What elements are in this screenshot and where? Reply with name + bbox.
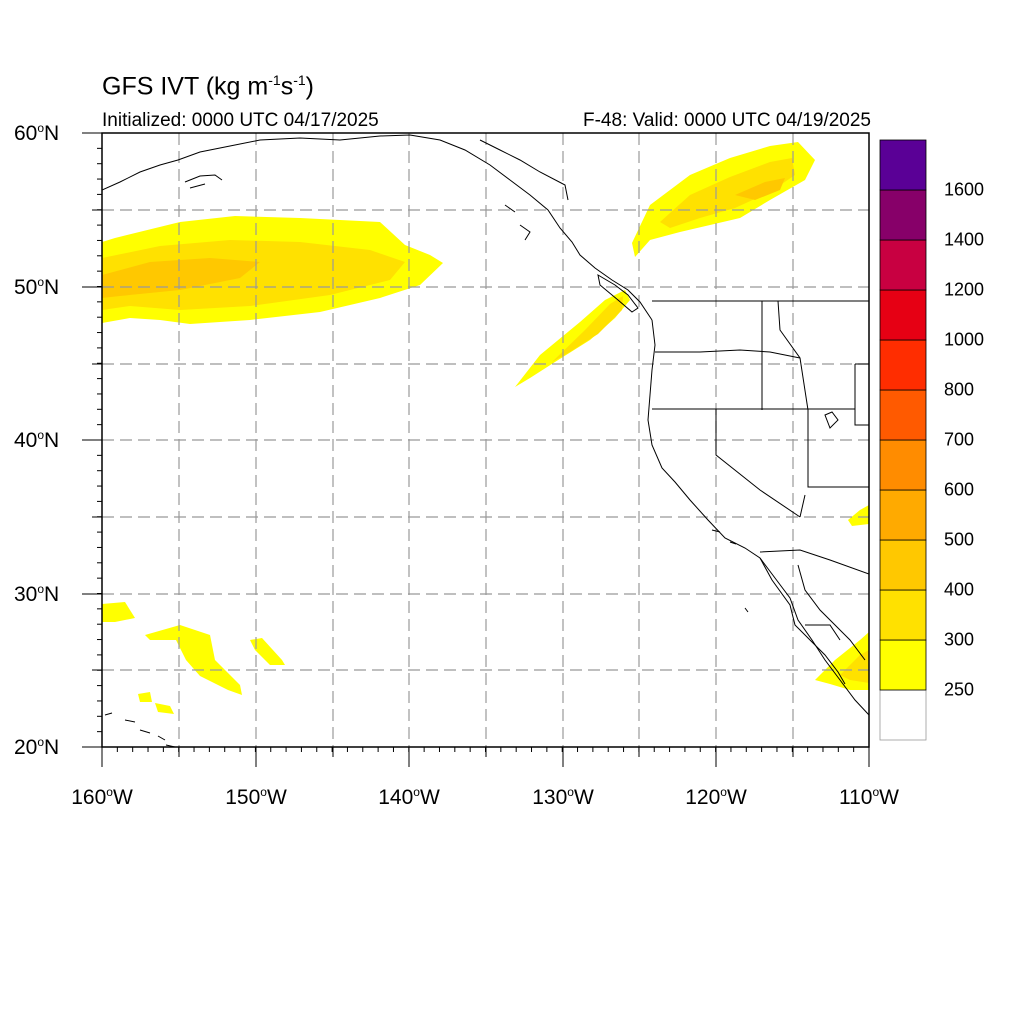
valid-time: F-48: Valid: 0000 UTC 04/19/2025: [583, 110, 871, 131]
colorbar-swatch-1: [879, 639, 927, 691]
plume-british-columbia-inner: [735, 178, 785, 200]
patch-subtropical-1: [102, 602, 135, 622]
colorbar-swatch-9: [879, 239, 927, 291]
colorbar-swatch-11: [879, 139, 927, 191]
montana-wyoming: [854, 363, 869, 426]
lon-label-160w: 160oW: [71, 785, 133, 809]
colorbar-label: 800: [944, 379, 975, 400]
plume-central-pacific-core: [102, 240, 405, 310]
washington-oregon: [655, 349, 801, 359]
alaska-bc-border: [479, 139, 569, 201]
colorbar-swatch-4: [879, 489, 927, 541]
us-west-coast: [647, 319, 869, 716]
plume-british-columbia-core: [660, 158, 795, 228]
patch-arizona: [848, 505, 869, 526]
lat-label-40: 40oN: [14, 428, 60, 452]
colorbar-label: 300: [944, 629, 975, 650]
colorbar-label: 1200: [944, 279, 985, 300]
plume-pacific-nw-core: [552, 296, 623, 362]
ivt-shading: [102, 142, 869, 714]
alaska-islands: [184, 174, 531, 241]
lon-label-130w: 130oW: [532, 785, 594, 809]
lon-label-120w: 120oW: [685, 785, 747, 809]
minor-ticks: [97, 132, 870, 752]
lon-label-110w: 110oW: [839, 785, 899, 809]
colorbar-label: 250: [944, 679, 975, 700]
colorbar-label: 1400: [944, 229, 985, 250]
lon-label-150w: 150oW: [225, 785, 287, 809]
vancouver-island: [597, 274, 639, 313]
colorbar-swatch-2: [879, 589, 927, 641]
colorbar-label: 500: [944, 529, 975, 550]
california-nevada: [715, 409, 801, 518]
colorbar-swatch-0: [879, 689, 927, 741]
colorbar-label: 400: [944, 579, 975, 600]
baja-california: [759, 557, 866, 685]
lat-label-50: 50oN: [14, 275, 60, 299]
plume-central-pacific-inner: [102, 258, 260, 298]
coastlines: [102, 134, 869, 747]
colorbar-swatch-6: [879, 389, 927, 441]
colorbar-swatch-10: [879, 189, 927, 241]
channel-islands: [711, 529, 749, 613]
political-borders: [479, 139, 869, 641]
alaska-coast: [102, 134, 653, 321]
lat-label-30: 30oN: [14, 582, 60, 606]
idaho-border: [761, 300, 809, 411]
colorbar: [879, 139, 927, 741]
great-salt-lake: [824, 411, 839, 429]
initialized-time: Initialized: 0000 UTC 04/17/2025: [102, 110, 379, 131]
lon-label-140w: 140oW: [378, 785, 440, 809]
lat-label-20: 20oN: [14, 735, 60, 759]
patch-subtropical-2: [145, 625, 242, 695]
lat-label-60: 60oN: [14, 121, 60, 145]
mexico-states: [805, 624, 841, 641]
patch-subtropical-3: [250, 638, 285, 665]
colorbar-swatch-3: [879, 539, 927, 591]
us-mexico-border: [759, 549, 869, 575]
colorbar-label: 600: [944, 479, 975, 500]
patch-gulf-of-california-core: [840, 650, 869, 683]
colorbar-swatch-5: [879, 439, 927, 491]
nevada-utah-arizona: [799, 409, 869, 518]
colorbar-label: 700: [944, 429, 975, 450]
patch-subtropical-4: [138, 692, 174, 714]
colorbar-label: 1000: [944, 329, 985, 350]
colorbar-swatch-7: [879, 339, 927, 391]
colorbar-swatch-8: [879, 289, 927, 341]
colorbar-label: 1600: [944, 179, 985, 200]
map-title: GFS IVT (kg m-1s-1): [102, 72, 314, 101]
hawaii-islands: [104, 712, 176, 747]
